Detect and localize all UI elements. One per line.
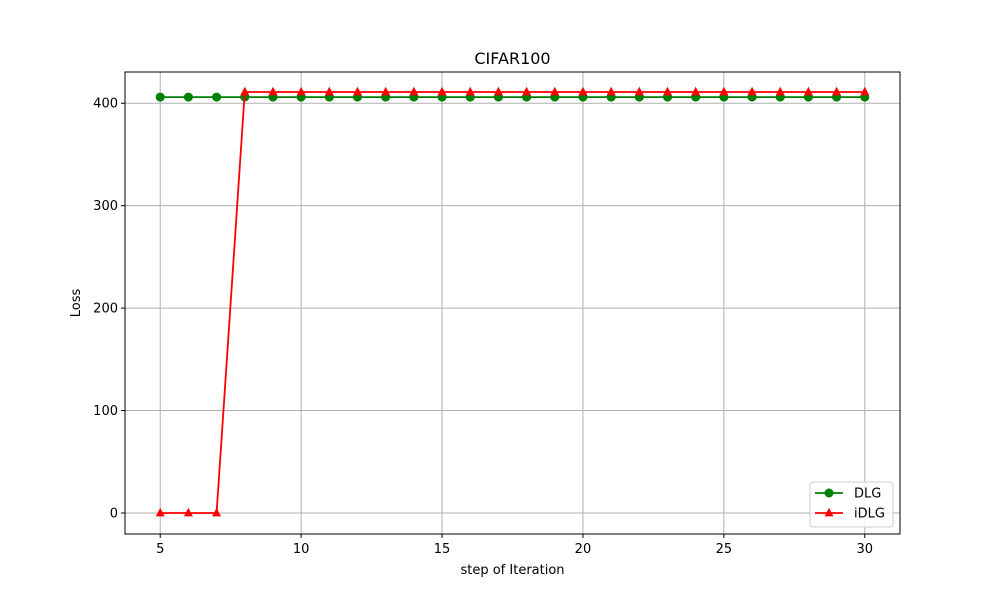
data-point-idlg — [832, 86, 842, 96]
chart-title: CIFAR100 — [474, 49, 550, 68]
data-point-idlg — [437, 86, 447, 96]
data-point-idlg — [775, 86, 785, 96]
data-point-idlg — [353, 86, 362, 96]
y-tick-label: 400 — [93, 97, 118, 112]
x-tick-label: 20 — [575, 542, 592, 557]
data-point-dlg — [212, 92, 222, 102]
data-point-idlg — [409, 86, 419, 96]
x-tick-label: 10 — [293, 542, 310, 557]
series-layer — [155, 86, 870, 517]
data-point-idlg — [550, 86, 560, 96]
data-point-idlg — [747, 86, 757, 96]
data-point-dlg — [183, 92, 193, 102]
data-point-idlg — [860, 86, 870, 96]
y-tick-label: 100 — [93, 404, 118, 419]
x-tick-label: 25 — [716, 542, 733, 557]
data-point-idlg — [719, 86, 729, 96]
y-tick-label: 300 — [93, 199, 118, 214]
series-idlg — [155, 86, 870, 517]
data-point-idlg — [634, 86, 644, 96]
y-tick-label: 200 — [93, 302, 118, 317]
legend-label-dlg: DLG — [854, 487, 881, 502]
data-point-idlg — [268, 86, 278, 96]
grid — [125, 72, 900, 534]
data-point-idlg — [465, 86, 475, 96]
data-point-idlg — [803, 86, 813, 96]
data-point-idlg — [155, 507, 165, 517]
data-point-idlg — [578, 86, 588, 96]
data-point-idlg — [691, 86, 701, 96]
x-axis-label: step of Iteration — [460, 563, 564, 578]
y-tick-label: 0 — [110, 507, 118, 522]
data-point-idlg — [381, 86, 391, 96]
data-point-idlg — [522, 86, 532, 96]
data-point-idlg — [324, 86, 334, 96]
legend-marker-idlg — [824, 507, 834, 517]
series-line-idlg — [160, 91, 865, 514]
legend: DLG iDLG — [809, 481, 894, 528]
legend-label-idlg: iDLG — [854, 507, 885, 522]
data-point-idlg — [212, 507, 222, 517]
data-point-idlg — [183, 507, 193, 517]
x-tick-label: 5 — [156, 542, 164, 557]
legend-marker-dlg — [824, 488, 834, 498]
data-point-idlg — [240, 86, 250, 96]
x-tick-label: 30 — [856, 542, 873, 557]
data-point-idlg — [493, 86, 503, 96]
axes-frame — [124, 71, 901, 535]
data-point-idlg — [663, 86, 672, 96]
legend-item-idlg: iDLG — [815, 507, 885, 522]
data-point-idlg — [606, 86, 616, 96]
y-axis-label: Loss — [69, 289, 84, 318]
data-point-idlg — [296, 86, 306, 96]
legend-item-dlg: DLG — [815, 487, 881, 502]
data-point-dlg — [155, 92, 165, 102]
x-tick-label: 15 — [434, 542, 451, 557]
